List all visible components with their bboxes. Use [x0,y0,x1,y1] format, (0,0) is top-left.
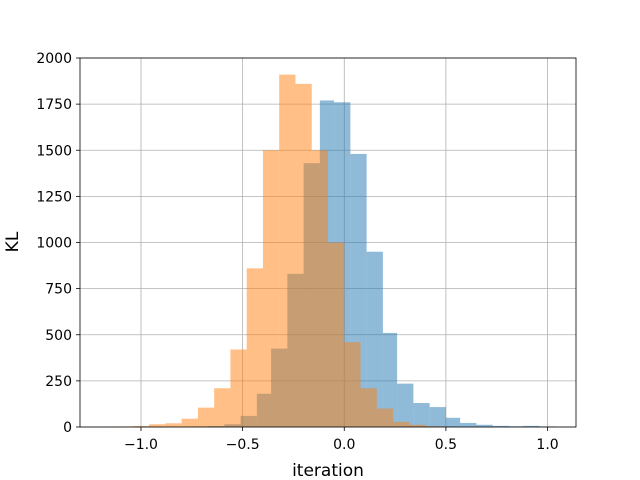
histogram-bar-series-1 [366,251,383,427]
histogram-bar-series-2 [295,83,312,427]
y-tick-label: 750 [45,282,72,298]
histogram-bar-series-2 [311,150,328,427]
x-tick-label: −1.0 [124,437,158,453]
histogram-bar-series-2 [262,150,280,427]
histogram-bar-series-2 [376,408,394,427]
histogram-bar-series-2 [197,407,215,427]
y-tick-label: 2000 [36,51,72,67]
x-tick-label: 0.5 [435,437,457,453]
histogram-bar-series-2 [214,388,231,427]
histogram-bar-series-2 [409,424,426,427]
histogram-bar-series-1 [492,425,509,427]
x-tick-label: 0.0 [333,437,355,453]
histogram-bar-series-2 [279,74,296,427]
histogram-bar-series-1 [382,332,398,427]
histogram-bar-series-1 [523,425,540,427]
y-tick-label: 0 [63,420,72,436]
y-tick-label: 1000 [36,236,72,252]
histogram-bar-series-1 [460,422,477,427]
histogram-bar-series-2 [181,418,198,427]
y-tick-label: 250 [45,374,72,390]
histogram-bar-series-1 [429,407,446,427]
histogram-bar-series-2 [165,423,182,427]
bars-layer [100,74,556,428]
histogram-bar-series-2 [328,242,345,427]
histogram-bar-series-2 [149,424,166,427]
histogram-bar-series-1 [445,417,461,427]
x-axis-label: iteration [292,461,364,480]
histogram-bar-series-2 [344,342,361,427]
histogram-bar-series-2 [230,349,247,427]
ticks-layer: −1.0 −0.5 0.0 0.5 1.0 0 250 500 750 1000 1250 1500 1… [36,51,558,453]
histogram-bar-series-2 [360,388,377,427]
histogram-bar-series-1 [476,424,493,427]
y-tick-label: 1750 [36,97,72,113]
histogram-bar-series-2 [393,421,410,427]
y-axis-label: KL [3,231,23,252]
histogram-bar-series-2 [246,268,263,427]
histogram-bar-series-1 [397,383,414,427]
y-tick-label: 500 [45,328,72,344]
x-tick-label: 1.0 [536,437,558,453]
histogram-bar-series-1 [413,403,430,427]
x-tick-label: −0.5 [226,437,260,453]
y-tick-label: 1250 [36,189,72,205]
histogram-bar-series-2 [132,426,150,427]
y-tick-label: 1500 [36,143,72,159]
